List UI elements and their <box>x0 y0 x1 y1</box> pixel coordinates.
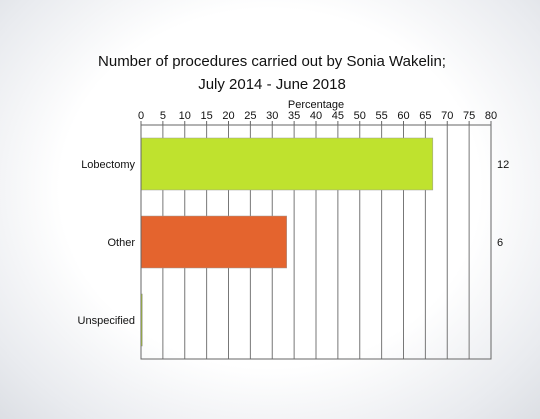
x-tick-label: 75 <box>463 110 475 122</box>
x-tick-label: 65 <box>419 110 431 122</box>
x-axis-title: Percentage <box>288 99 344 111</box>
x-tick-label: 60 <box>397 110 409 122</box>
x-tick-label: 45 <box>332 110 344 122</box>
x-tick-label: 40 <box>310 110 322 122</box>
category-label: Unspecified <box>78 315 135 327</box>
x-tick-label: 10 <box>179 110 191 122</box>
x-tick-labels: 0 5 10 15 20 25 30 35 40 45 50 55 60 65 70 75 80 <box>138 110 497 125</box>
count-labels: 12 6 <box>497 159 509 249</box>
chart-title-line2: July 2014 - June 2018 <box>198 76 346 93</box>
bar-lobectomy <box>140 137 434 191</box>
x-tick-label: 80 <box>485 110 497 122</box>
category-labels: Lobectomy Other Unspecified <box>78 159 136 327</box>
x-tick-label: 20 <box>222 110 234 122</box>
x-tick-label: 70 <box>441 110 453 122</box>
x-tick-label: 30 <box>266 110 278 122</box>
x-tick-label: 55 <box>376 110 388 122</box>
plot-frame <box>140 124 492 360</box>
x-tick-label: 5 <box>160 110 166 122</box>
chart-title-line1: Number of procedures carried out by Soni… <box>98 53 446 70</box>
category-label: Lobectomy <box>81 159 135 171</box>
x-tick-label: 15 <box>201 110 213 122</box>
x-tick-label: 50 <box>354 110 366 122</box>
bar-other <box>140 215 287 269</box>
x-tick-label: 0 <box>138 110 144 122</box>
count-label: 12 <box>497 159 509 171</box>
count-label: 6 <box>497 237 503 249</box>
x-tick-label: 35 <box>288 110 300 122</box>
x-tick-label: 25 <box>244 110 256 122</box>
category-label: Other <box>107 237 135 249</box>
